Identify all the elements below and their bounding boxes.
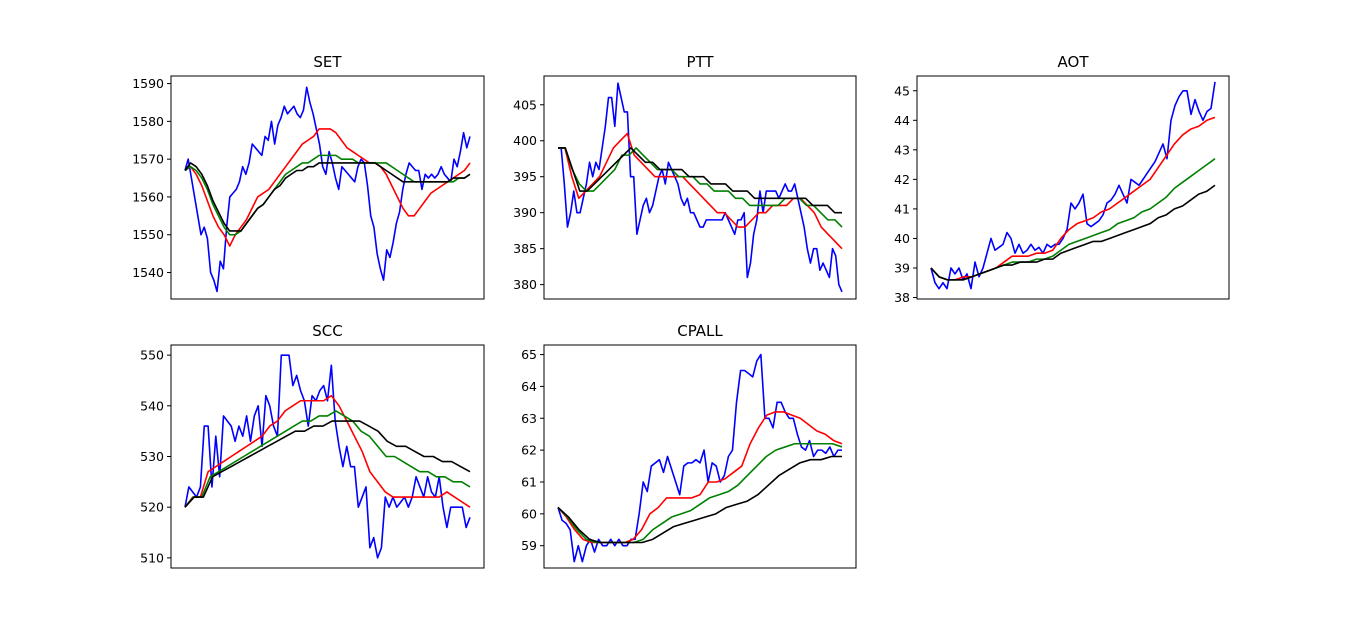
scc-chart: SCC 510 520 530 540 550 — [140, 322, 485, 569]
aot-ytick-label: 44 — [894, 113, 910, 128]
cpall-ytick-label: 62 — [521, 443, 537, 458]
cpall-ytick-label: 65 — [521, 347, 537, 362]
scc-ytick-label: 540 — [140, 398, 164, 413]
ptt-title: PTT — [686, 53, 714, 71]
ptt-ytick-label: 395 — [513, 169, 537, 184]
aot-series-3-line — [930, 184, 1216, 281]
cpall-ytick-label: 60 — [521, 506, 537, 521]
set-ytick-label: 1580 — [132, 114, 164, 129]
scc-series-3-line — [184, 420, 471, 508]
set-axes-frame — [170, 75, 485, 300]
set-ytick-label: 1550 — [132, 227, 164, 242]
ptt-axes-frame — [543, 75, 857, 300]
cpall-title: CPALL — [677, 322, 723, 340]
ptt-chart: PTT 380 385 390 395 400 405 — [513, 53, 857, 300]
cpall-ytick-label: 64 — [521, 379, 537, 394]
ptt-ytick-label: 400 — [513, 133, 537, 148]
ptt-ytick-label: 385 — [513, 241, 537, 256]
set-title: SET — [313, 53, 342, 71]
cpall-series-3-line — [557, 455, 842, 544]
ptt-ytick-label: 405 — [513, 97, 537, 112]
ptt-series-0-line — [558, 82, 843, 293]
scc-series-2-line — [184, 410, 471, 508]
aot-ytick-label: 43 — [894, 142, 910, 157]
aot-ytick-label: 42 — [894, 172, 910, 187]
scc-title: SCC — [312, 322, 342, 340]
aot-chart: AOT 38 39 40 41 42 43 44 45 — [894, 53, 1230, 305]
scc-ytick-label: 550 — [140, 348, 164, 363]
ptt-series-3-line — [558, 147, 842, 214]
set-ytick-label: 1570 — [132, 152, 164, 167]
scc-series-0-line — [184, 354, 471, 559]
scc-series-1-line — [184, 394, 471, 508]
set-series-3-line — [184, 162, 471, 232]
aot-ytick-label: 45 — [894, 83, 910, 98]
set-ytick-label: 1590 — [132, 76, 164, 91]
cpall-series-0-line — [557, 353, 842, 563]
cpall-axes-frame — [543, 344, 857, 569]
aot-axes-frame — [916, 75, 1230, 300]
aot-title: AOT — [1058, 53, 1090, 71]
aot-ytick-label: 39 — [894, 260, 910, 275]
scc-ytick-label: 510 — [140, 550, 164, 565]
set-series-1-line — [184, 128, 471, 247]
cpall-chart: CPALL 59 60 61 62 63 64 65 — [521, 322, 857, 569]
set-ytick-label: 1540 — [132, 265, 164, 280]
scc-ytick-label: 520 — [140, 500, 164, 515]
aot-ytick-label: 38 — [894, 290, 910, 305]
scc-axes-frame — [170, 344, 485, 569]
set-ytick-label: 1560 — [132, 189, 164, 204]
scc-ytick-label: 530 — [140, 449, 164, 464]
cpall-ytick-label: 63 — [521, 411, 537, 426]
ptt-ytick-label: 390 — [513, 205, 537, 220]
cpall-ytick-label: 61 — [521, 474, 537, 489]
ptt-ytick-label: 380 — [513, 277, 537, 292]
aot-ytick-label: 40 — [894, 231, 910, 246]
aot-ytick-label: 41 — [894, 201, 910, 216]
set-chart: SET 1540 1550 1560 1570 1580 1590 — [132, 53, 485, 300]
cpall-ytick-label: 59 — [521, 538, 537, 553]
